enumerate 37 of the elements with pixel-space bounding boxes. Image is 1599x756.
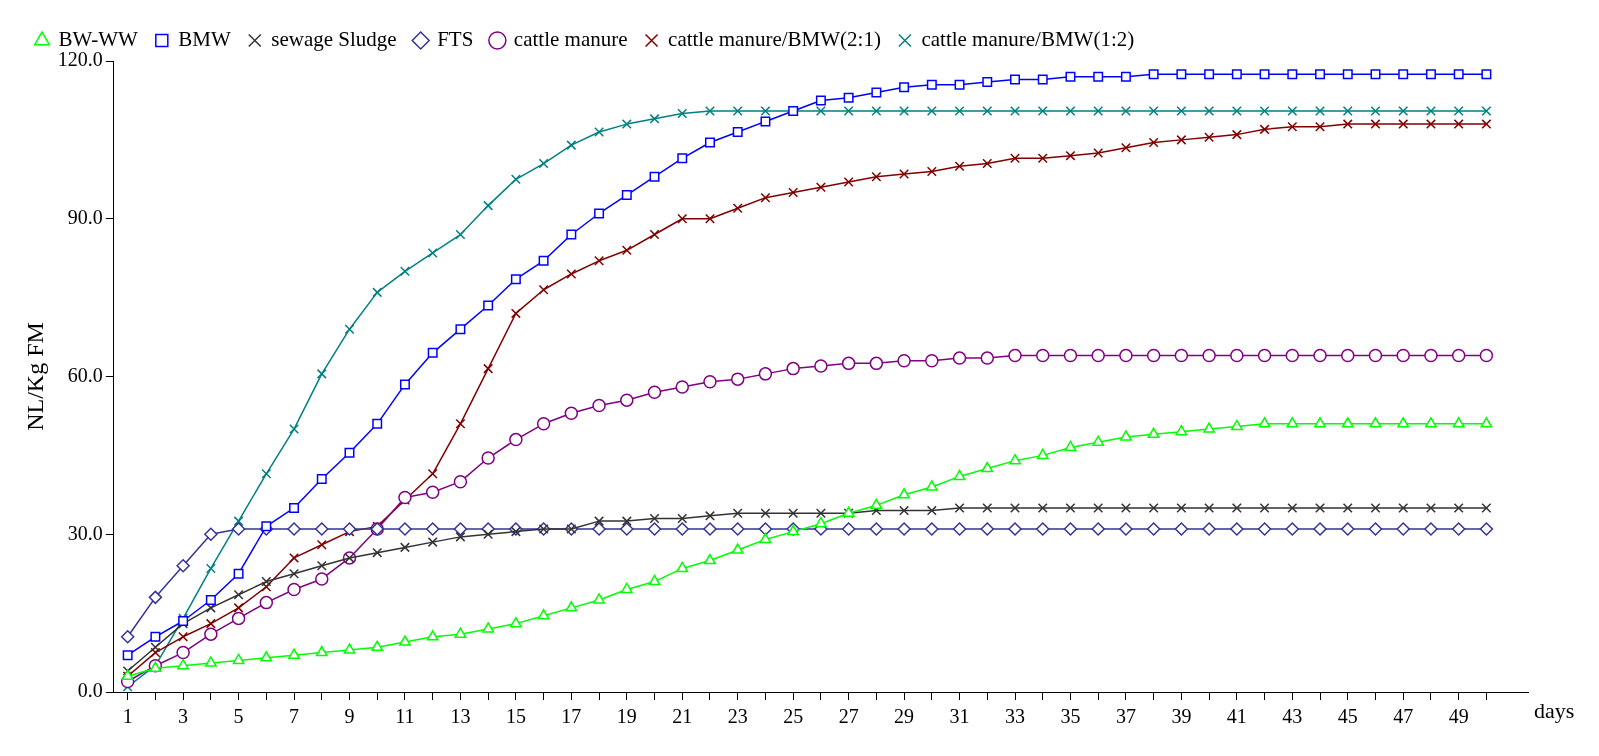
- x-tick-label: 9: [344, 705, 355, 728]
- x-tick-label: 27: [838, 705, 859, 728]
- x-tick-label: 49: [1448, 705, 1469, 728]
- y-axis-title: NL/Kg FM: [21, 322, 48, 431]
- x-axis-title: days: [1534, 697, 1575, 723]
- x-tick-label: 19: [616, 705, 637, 728]
- legend-label: cattle manure/BMW(1:2): [921, 27, 1135, 52]
- x-tick-label: 37: [1115, 705, 1136, 728]
- x-tick-label: 47: [1393, 705, 1414, 728]
- x-tick-label: 1: [122, 705, 133, 728]
- y-tick-label: 60.0: [67, 363, 103, 386]
- x-tick-label: 41: [1226, 705, 1247, 728]
- x-tick-label: 29: [894, 705, 915, 728]
- x-tick-label: 15: [505, 705, 526, 728]
- x-tick-label: 23: [727, 705, 748, 728]
- y-tick-label: 90.0: [67, 206, 103, 228]
- x-tick-label: 17: [561, 705, 582, 728]
- x-tick-label: 35: [1060, 705, 1081, 728]
- y-tick-label: 30.0: [67, 521, 103, 544]
- x-tick-label: 39: [1171, 705, 1192, 728]
- x-tick-label: 43: [1282, 705, 1303, 728]
- legend-label: FTS: [437, 27, 474, 52]
- x-tick-label: 31: [949, 705, 970, 728]
- x-tick-label: 25: [783, 705, 804, 728]
- x-tick-label: 5: [233, 705, 244, 728]
- legend-label: sewage Sludge: [271, 27, 397, 52]
- x-tick-label: 45: [1337, 705, 1358, 728]
- legend-label: cattle manure/BMW(2:1): [668, 27, 881, 52]
- legend-label: cattle manure: [513, 27, 628, 52]
- x-tick-label: 33: [1005, 705, 1026, 728]
- x-tick-label: 11: [395, 705, 415, 728]
- y-tick-label: 0.0: [77, 679, 103, 702]
- legend-label: BMW: [178, 27, 231, 52]
- x-tick-label: 7: [289, 705, 300, 728]
- x-tick-label: 21: [672, 705, 693, 728]
- x-tick-label: 13: [450, 705, 471, 728]
- x-tick-label: 3: [178, 705, 189, 728]
